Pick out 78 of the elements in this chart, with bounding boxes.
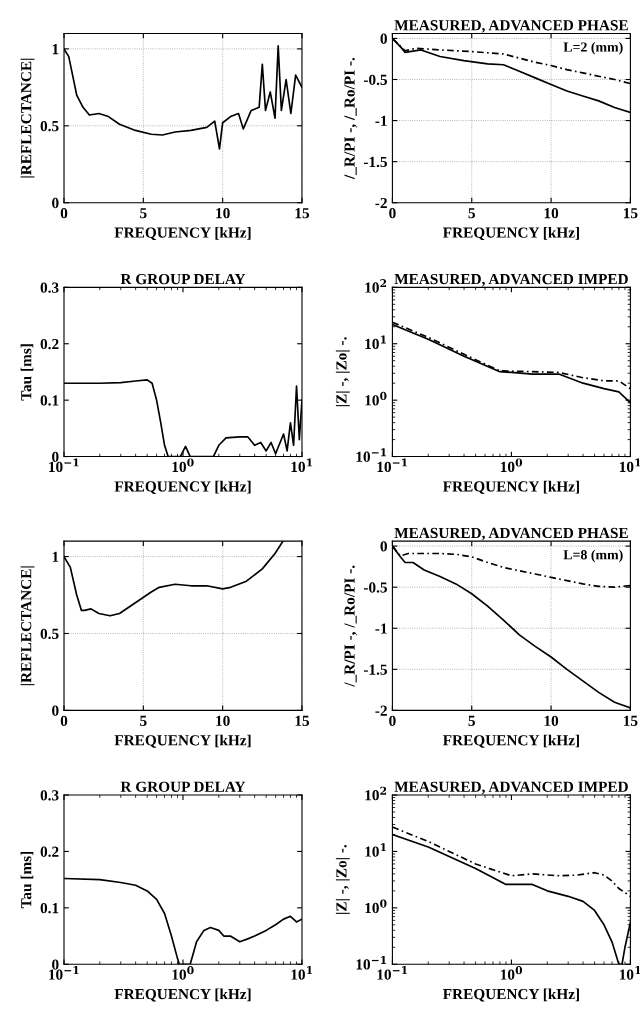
x-tick-label: 10$^{0}$ <box>172 966 194 980</box>
x-tick-label: 5 <box>468 715 476 727</box>
y-tick-label: 0.1 <box>40 902 59 914</box>
y-tick-label: 1 <box>52 44 59 55</box>
y-axis-title: |REFLECTANCE| <box>20 566 35 686</box>
y-tick-label: 1 <box>52 551 59 562</box>
x-tick-label: 10$^{1}$ <box>291 966 313 980</box>
x-tick-label: 0 <box>60 208 68 219</box>
y-tick-label: -2 <box>375 197 387 209</box>
x-tick-label: 0 <box>389 208 396 219</box>
x-axis-title: FREQUENCY [kHz] <box>443 734 579 748</box>
x-tick-label: 10 <box>544 208 559 219</box>
x-tick-label: 15 <box>295 715 310 727</box>
x-tick-label: 10 <box>544 715 559 727</box>
chart-title: MEASURED, ADVANCED PHASE <box>394 20 628 33</box>
y-tick-label: 0 <box>380 33 387 44</box>
y-tick-label: 0.5 <box>40 120 59 132</box>
x-tick-label: 15 <box>623 715 638 727</box>
y-tick-label: 10$^{−1}$ <box>356 955 387 970</box>
annotation: L=8 (mm) <box>563 549 623 563</box>
x-tick-label: 5 <box>140 715 147 727</box>
x-axis-title: FREQUENCY [kHz] <box>114 226 251 241</box>
y-tick-label: -0.5 <box>363 74 387 86</box>
y-tick-label: 10$^{2}$ <box>365 786 387 801</box>
chart-title: MEASURED, ADVANCED IMPED <box>394 273 628 287</box>
x-tick-label: 10 <box>216 715 230 727</box>
y-axis-title: /_R/PI -, /_Ro/PI -. <box>344 565 357 687</box>
y-axis-title: |Z| -, |Zo| -. <box>335 844 350 914</box>
chart-title: MEASURED, ADVANCED PHASE <box>394 527 628 541</box>
x-axis-title: FREQUENCY [kHz] <box>114 480 251 494</box>
x-axis-title: FREQUENCY [kHz] <box>443 480 579 494</box>
x-tick-label: 15 <box>623 208 638 219</box>
x-tick-label: 15 <box>295 208 310 219</box>
y-tick-label: 0.3 <box>40 790 59 801</box>
y-tick-label: -1 <box>375 623 387 634</box>
y-tick-label: 10$^{0}$ <box>365 899 387 914</box>
y-tick-label: 0.2 <box>40 846 59 857</box>
x-axis-title: FREQUENCY [kHz] <box>443 226 579 241</box>
chart-title: R GROUP DELAY <box>120 781 246 792</box>
y-tick-label: 0.1 <box>40 395 59 406</box>
y-tick-label: -1.5 <box>363 664 387 675</box>
x-tick-label: 10$^{0}$ <box>172 458 194 473</box>
x-tick-label: 10$^{0}$ <box>500 458 523 473</box>
x-tick-label: 0 <box>389 715 396 727</box>
y-tick-label: 0 <box>52 197 59 209</box>
y-tick-label: -0.5 <box>363 582 387 593</box>
chart-title: R GROUP DELAY <box>120 273 246 285</box>
x-tick-label: 10$^{1}$ <box>291 458 313 473</box>
x-axis-title: FREQUENCY [kHz] <box>443 988 579 1002</box>
y-tick-label: -1 <box>375 115 387 126</box>
y-tick-label: 0 <box>380 541 387 552</box>
x-tick-label: 10 <box>216 208 230 219</box>
y-tick-label: 0.5 <box>40 628 59 639</box>
y-tick-label: 10$^{2}$ <box>365 279 387 293</box>
x-axis-title: FREQUENCY [kHz] <box>114 734 251 748</box>
x-tick-label: 10$^{1}$ <box>619 458 640 473</box>
y-tick-label: -1.5 <box>363 156 387 168</box>
x-tick-label: 10$^{1}$ <box>619 966 640 980</box>
y-axis-title: |Z| -, |Zo| -. <box>335 337 350 407</box>
y-axis-title: /_R/PI -, /_Ro/PI -. <box>344 57 357 180</box>
y-tick-label: 10$^{1}$ <box>365 843 386 857</box>
y-tick-label: 10$^{−1}$ <box>356 448 387 462</box>
x-tick-label: 5 <box>468 208 476 219</box>
x-tick-label: 0 <box>60 715 68 727</box>
annotation: L=2 (mm) <box>563 41 623 55</box>
y-axis-title: Tau [ms] <box>20 344 34 401</box>
y-tick-label: 0 <box>52 705 59 716</box>
y-axis-title: |REFLECTANCE| <box>20 58 35 178</box>
y-tick-label: 10$^{1}$ <box>365 335 386 350</box>
x-tick-label: 5 <box>140 208 147 219</box>
y-tick-label: 0.2 <box>40 338 59 350</box>
y-axis-title: Tau [ms] <box>20 851 34 909</box>
chart-title: MEASURED, ADVANCED IMPED <box>394 781 628 795</box>
x-tick-label: 10$^{0}$ <box>500 966 523 980</box>
x-axis-title: FREQUENCY [kHz] <box>114 988 251 1002</box>
y-tick-label: 10$^{0}$ <box>365 391 387 406</box>
y-tick-label: -2 <box>375 705 387 716</box>
y-tick-label: 0.3 <box>40 282 59 293</box>
